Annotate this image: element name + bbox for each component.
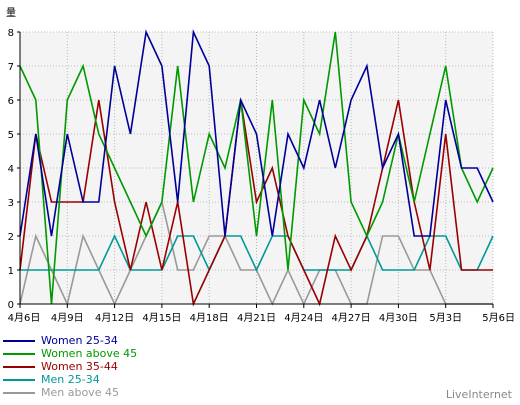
legend-swatch: [3, 392, 35, 394]
x-tick-label: 5月6日: [482, 312, 515, 324]
legend-item: Women 35-44: [0, 360, 200, 373]
x-tick-label: 4月12日: [95, 312, 134, 324]
series-line-men-25-34: [20, 234, 494, 272]
series-line-women-25-34: [19, 28, 494, 237]
series-line-women-above-45: [19, 31, 494, 305]
legend: Women 25-34 Women above 45 Women 35-44 Men …: [0, 334, 200, 399]
x-tick-label: 4月24日: [284, 312, 323, 324]
legend-label: Women 25-34: [41, 334, 118, 347]
legend-swatch: [3, 340, 35, 342]
x-tick-label: 4月9日: [51, 312, 84, 324]
x-tick-label: 5月3日: [429, 312, 462, 324]
legend-swatch: [3, 366, 35, 368]
legend-item: Men 25-34: [0, 373, 200, 386]
y-tick-label: 7: [8, 62, 14, 73]
series-lines: [19, 28, 494, 307]
legend-item: Women above 45: [0, 347, 200, 360]
brand-label: LiveInternet: [445, 388, 512, 401]
legend-swatch: [3, 379, 35, 381]
legend-label: Women above 45: [41, 347, 138, 360]
x-tick-label: 4月27日: [332, 312, 371, 324]
y-tick-label: 0: [8, 300, 14, 311]
y-axis-label: 量: [6, 7, 16, 19]
legend-label: Women 35-44: [41, 360, 118, 373]
x-tick-label: 4月15日: [142, 312, 181, 324]
y-tick-label: 2: [8, 232, 14, 243]
y-tick-label: 3: [8, 198, 14, 209]
y-ticks: 0 1 2 3 4 5 6 7 8: [8, 28, 20, 311]
y-tick-label: 5: [8, 130, 14, 141]
y-tick-label: 8: [8, 28, 14, 39]
legend-swatch: [3, 353, 35, 355]
y-tick-label: 4: [8, 164, 14, 175]
legend-label: Men 25-34: [41, 373, 100, 386]
legend-label: Men above 45: [41, 386, 119, 399]
x-ticks: 4月6日 4月9日 4月12日 4月15日 4月18日 4月21日 4月24日 4月27日 4月…: [8, 304, 515, 324]
x-tick-label: 4月30日: [379, 312, 418, 324]
y-tick-label: 6: [8, 96, 14, 107]
y-tick-label: 1: [8, 266, 14, 277]
x-tick-label: 4月21日: [237, 312, 276, 324]
legend-item: Women 25-34: [0, 334, 200, 347]
legend-item: Men above 45: [0, 386, 200, 399]
x-tick-label: 4月18日: [190, 312, 229, 324]
x-tick-label: 4月6日: [8, 312, 41, 324]
